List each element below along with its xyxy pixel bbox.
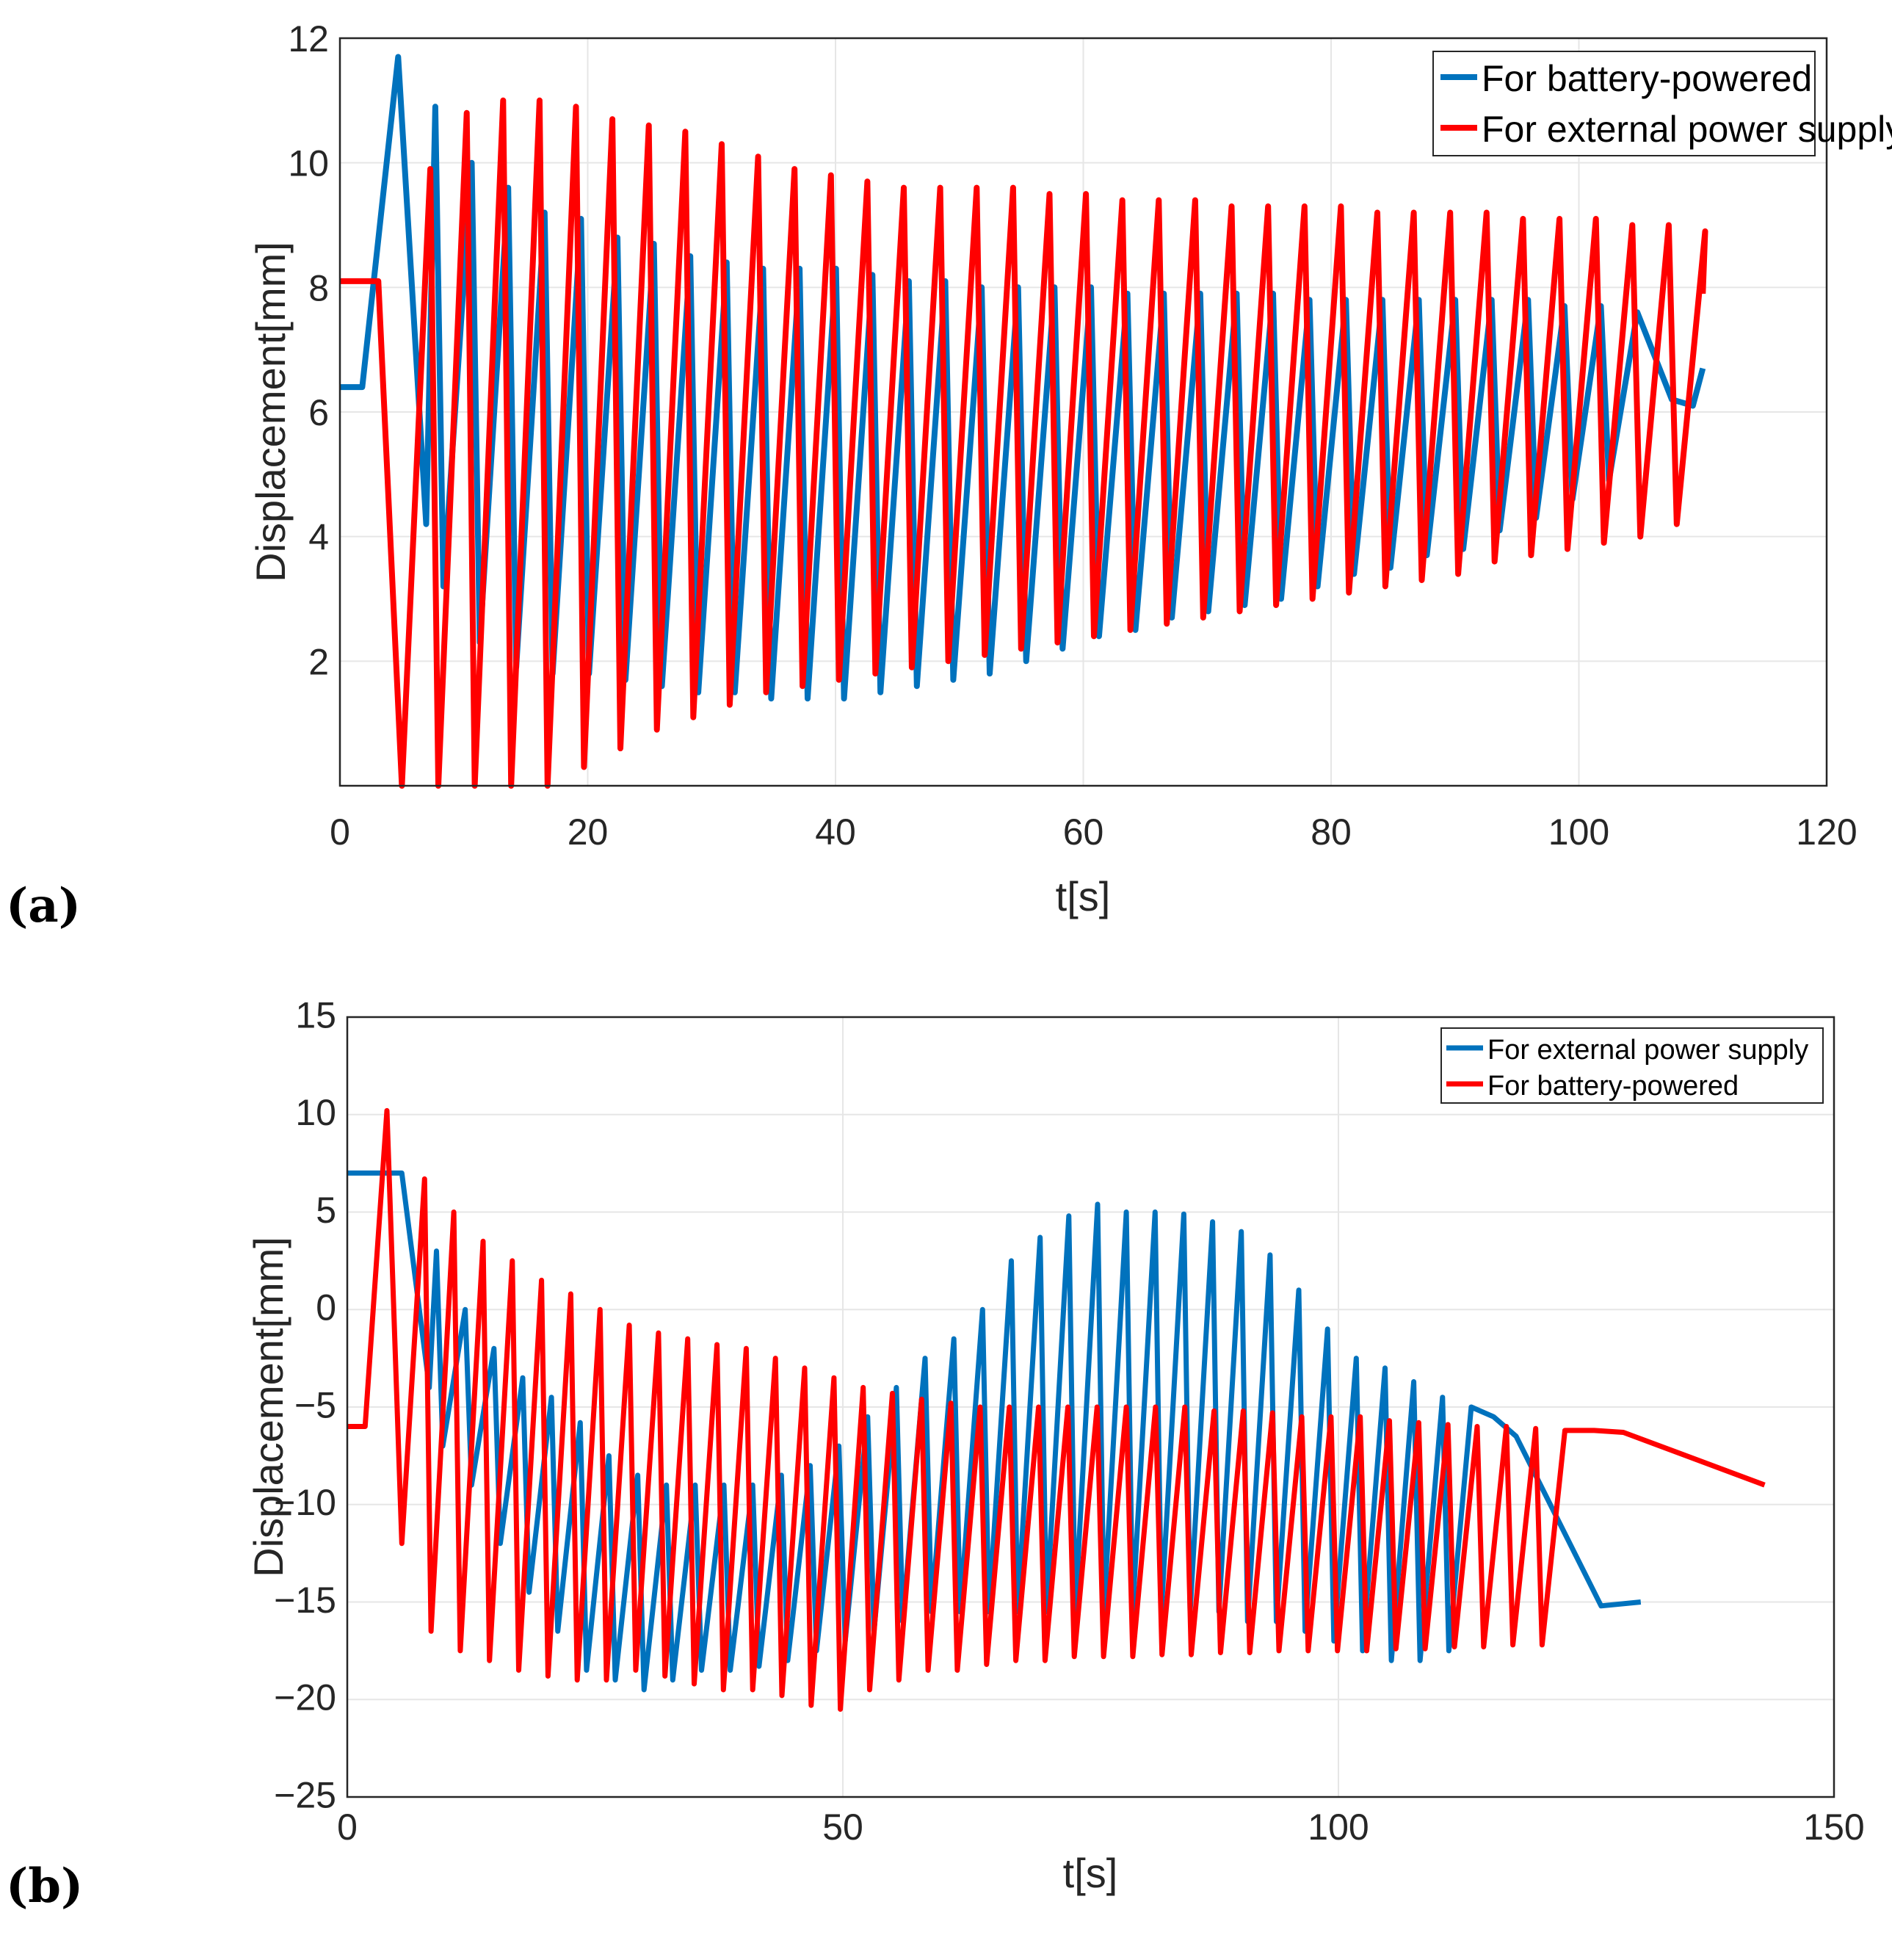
y-tick-label: 15 <box>295 994 336 1035</box>
series-external-power-line-b <box>347 1170 1642 1693</box>
x-tick-label: 50 <box>822 1807 863 1848</box>
y-tick-label: 12 <box>288 18 329 59</box>
y-tick-label: 8 <box>308 267 329 308</box>
y-axis-label-a: Displacement[mm] <box>247 242 294 582</box>
y-tick-label: −5 <box>294 1384 336 1425</box>
x-tick-label: 100 <box>1548 811 1609 853</box>
x-tick-label: 80 <box>1311 811 1352 853</box>
chart-a: 0 20 40 60 80 100 120 2 4 6 8 10 12 t[s] Displaceme… <box>6 18 1892 933</box>
y-tick-labels-b: 15 10 5 0 −5 −10 −15 −20 −25 <box>274 994 336 1815</box>
y-tick-label: −25 <box>274 1774 336 1815</box>
legend-label-external-power-a: For external power supply <box>1482 109 1892 150</box>
legend-a: For battery-powered For external power s… <box>1432 51 1892 156</box>
x-tick-label: 40 <box>815 811 856 853</box>
legend-label-external-power-b: For external power supply <box>1487 1035 1808 1066</box>
axes-box-a <box>338 37 1828 787</box>
y-tick-label: 10 <box>295 1092 336 1133</box>
y-tick-label: 4 <box>308 517 329 558</box>
y-tick-labels-a: 2 4 6 8 10 12 <box>288 18 329 682</box>
y-tick-label: −15 <box>274 1580 336 1621</box>
y-tick-label: −20 <box>274 1677 336 1718</box>
y-tick-label: 2 <box>308 641 329 682</box>
legend-b: For external power supply For battery-po… <box>1440 1027 1824 1104</box>
x-tick-label: 0 <box>330 811 350 853</box>
panel-label-a: (a) <box>6 878 81 933</box>
y-tick-label: 10 <box>288 143 329 184</box>
x-tick-label: 120 <box>1796 811 1857 853</box>
legend-label-battery-powered-a: For battery-powered <box>1482 58 1812 99</box>
legend-box-a <box>1432 51 1816 156</box>
y-tick-label: −10 <box>274 1482 336 1523</box>
x-tick-labels-a: 0 20 40 60 80 100 120 <box>330 811 1857 853</box>
y-tick-label: 6 <box>308 392 329 433</box>
x-tick-label: 0 <box>337 1807 358 1848</box>
data-lines-b <box>347 1107 1766 1712</box>
series-battery-powered-line-b <box>347 1107 1766 1712</box>
y-tick-label: 5 <box>316 1190 336 1231</box>
x-axis-label-a: t[s] <box>1056 873 1111 919</box>
y-axis-label-b: Displacement[mm] <box>245 1237 291 1577</box>
x-tick-label: 150 <box>1803 1807 1864 1848</box>
x-tick-label: 100 <box>1308 1807 1369 1848</box>
axes-box-b <box>346 1016 1835 1798</box>
x-tick-label: 20 <box>568 811 609 853</box>
x-tick-labels-b: 0 50 100 150 <box>337 1807 1865 1848</box>
data-lines-a <box>340 54 1708 789</box>
y-tick-label: 0 <box>316 1287 336 1328</box>
panel-label-b: (b) <box>6 1859 83 1914</box>
x-axis-label-b: t[s] <box>1063 1850 1118 1896</box>
legend-label-battery-powered-b: For battery-powered <box>1487 1071 1739 1102</box>
series-external-power-line-a <box>340 97 1708 789</box>
x-tick-label: 60 <box>1063 811 1104 853</box>
legend-box-b <box>1440 1027 1824 1104</box>
